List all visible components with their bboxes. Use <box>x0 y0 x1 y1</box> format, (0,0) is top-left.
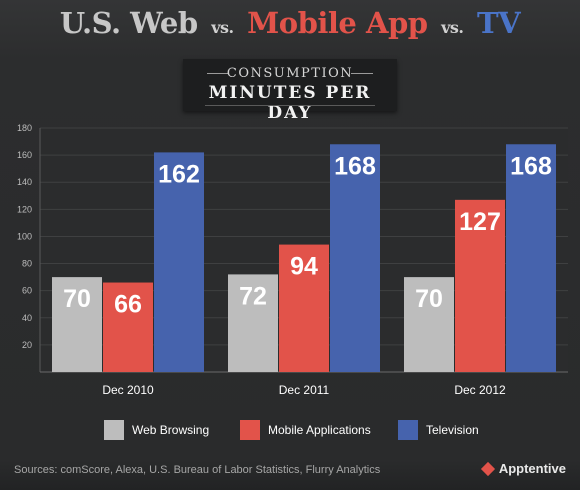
ribbon-rule-left <box>207 73 229 74</box>
y-tick-label: 140 <box>17 177 32 187</box>
y-tick-label: 100 <box>17 231 32 241</box>
bar-mobile-applications <box>103 282 153 372</box>
sources-note: Sources: comScore, Alexa, U.S. Bureau of… <box>14 464 381 476</box>
bar-value-label: 70 <box>415 285 443 313</box>
y-tick-label: 20 <box>22 340 32 350</box>
bar-television <box>506 144 556 372</box>
bar-web-browsing <box>404 277 454 372</box>
y-tick-label: 60 <box>22 286 32 296</box>
title-vs-2: vs. <box>441 18 464 37</box>
ribbon-rule-bottom <box>205 105 375 106</box>
x-tick-label: Dec 2010 <box>102 383 154 397</box>
bar-mobile-applications <box>455 199 505 372</box>
bar-value-label: 162 <box>158 160 200 188</box>
bar-television <box>330 144 380 372</box>
bar-value-label: 66 <box>114 291 142 319</box>
y-tick-label: 80 <box>22 259 32 269</box>
bar-value-label: 168 <box>334 152 376 180</box>
bar-web-browsing <box>228 274 278 372</box>
bar-value-label: 70 <box>63 285 91 313</box>
title-web: U.S. Web <box>59 6 198 40</box>
chart-legend: Web Browsing Mobile Applications Televis… <box>0 418 580 442</box>
bar-chart: 20 40 60 80 100 120 140 160 180 70 66 162 Dec 2010 72… <box>17 123 568 397</box>
legend-swatch-web <box>104 420 124 440</box>
legend-swatch-tv <box>398 420 418 440</box>
brand-logo: Apptentive <box>480 461 566 477</box>
y-tick-label: 40 <box>22 313 32 323</box>
title-vs-1: vs. <box>211 18 234 37</box>
y-tick-label: 120 <box>17 204 32 214</box>
legend-label-tv: Television <box>426 423 479 437</box>
bar-television <box>154 152 204 372</box>
x-tick-label: Dec 2011 <box>279 383 330 397</box>
bar-mobile-applications <box>279 244 329 372</box>
subtitle-line-2: MINUTES PER DAY <box>208 83 372 123</box>
bar-web-browsing <box>52 277 102 372</box>
apptentive-logo-icon <box>480 461 495 477</box>
subtitle-ribbon: CONSUMPTION MINUTES PER DAY <box>183 59 397 123</box>
page-title: U.S. Web vs. Mobile App vs. TV <box>0 6 580 56</box>
x-tick-label: Dec 2012 <box>454 383 506 397</box>
y-tick-label: 180 <box>17 123 32 133</box>
bar-value-label: 72 <box>239 282 267 310</box>
y-tick-label: 160 <box>17 150 32 160</box>
bar-value-label: 168 <box>510 152 552 180</box>
bar-value-label: 127 <box>459 208 501 236</box>
subtitle-line-1: CONSUMPTION <box>226 66 354 81</box>
title-mobile: Mobile App <box>247 6 428 40</box>
title-tv: TV <box>477 6 521 40</box>
brand-name: Apptentive <box>498 461 566 476</box>
ribbon-rule-right <box>351 73 373 74</box>
legend-swatch-mobile <box>240 420 260 440</box>
bar-value-label: 94 <box>290 253 318 281</box>
legend-label-mobile: Mobile Applications <box>268 423 371 437</box>
legend-label-web: Web Browsing <box>132 423 210 437</box>
